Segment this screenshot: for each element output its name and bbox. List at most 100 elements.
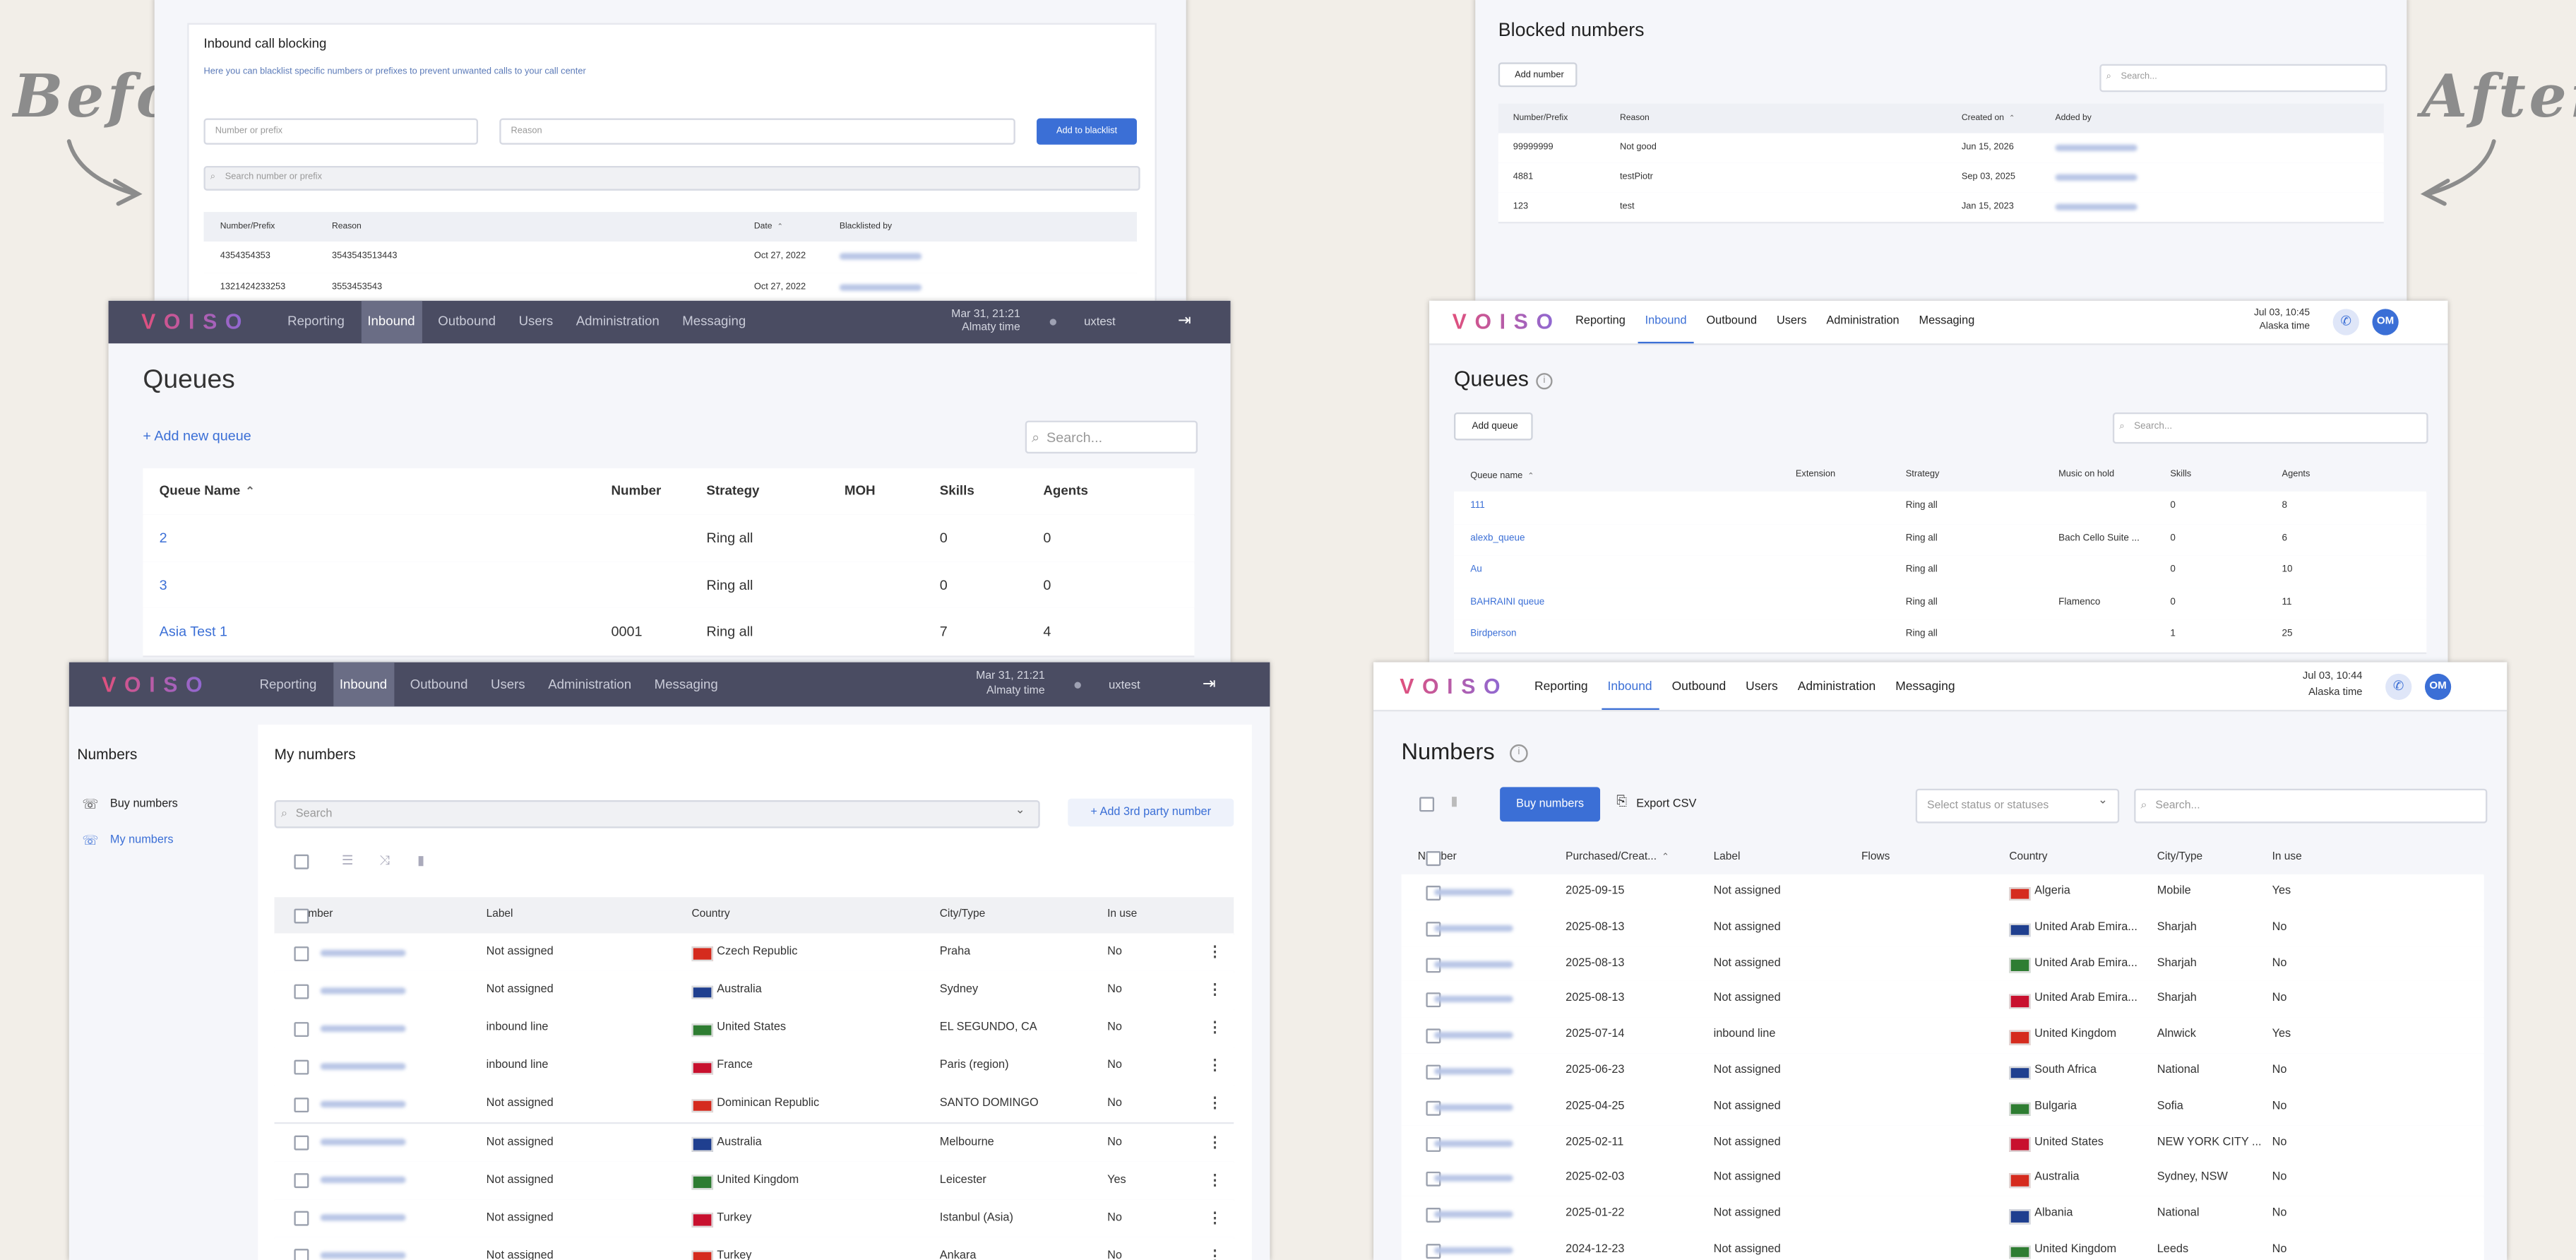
- row-link[interactable]: Birdperson: [1470, 629, 1517, 640]
- column-header[interactable]: In use: [1107, 908, 1138, 920]
- column-header[interactable]: In use: [2272, 851, 2302, 863]
- row-link[interactable]: 111: [1470, 501, 1485, 511]
- add-button-text[interactable]: Add to blacklist: [1056, 126, 1118, 137]
- row-menu[interactable]: ⋮: [1207, 1095, 1223, 1112]
- row-menu[interactable]: ⋮: [1207, 1247, 1223, 1260]
- row-menu[interactable]: ⋮: [1207, 1018, 1223, 1036]
- nav-item[interactable]: Administration: [548, 677, 632, 692]
- avatar[interactable]: OM: [2372, 309, 2399, 335]
- row-menu[interactable]: ⋮: [1207, 1208, 1223, 1225]
- nav-item[interactable]: Inbound: [361, 300, 422, 344]
- nav-item[interactable]: Users: [1746, 678, 1778, 694]
- sidebar-link[interactable]: My numbers: [109, 834, 174, 847]
- search[interactable]: Search... ⌕: [1025, 420, 1198, 454]
- checkbox[interactable]: [294, 1135, 309, 1151]
- nav-item[interactable]: Messaging: [682, 314, 746, 329]
- column-header[interactable]: Label: [486, 908, 513, 920]
- row-link[interactable]: 2: [159, 529, 167, 546]
- checkbox[interactable]: [294, 1097, 309, 1112]
- column-header[interactable]: Reason: [331, 222, 362, 232]
- column-header[interactable]: City/Type: [2157, 851, 2203, 863]
- add-third-party[interactable]: + Add 3rd party number: [1068, 798, 1234, 827]
- nav-item[interactable]: Users: [1776, 315, 1807, 327]
- column-header[interactable]: Number/Prefix: [220, 222, 275, 232]
- nav-item[interactable]: Reporting: [287, 314, 345, 329]
- row-menu[interactable]: ⋮: [1207, 1170, 1223, 1188]
- number-input[interactable]: Number or prefix: [203, 118, 479, 145]
- buy-button[interactable]: Buy numbers: [1500, 787, 1601, 822]
- export-csv[interactable]: Export CSV: [1636, 798, 1697, 810]
- checkbox[interactable]: [294, 1021, 309, 1037]
- column-header[interactable]: Skills: [939, 482, 974, 498]
- nav-item[interactable]: Inbound: [1638, 301, 1693, 344]
- column-header[interactable]: Agents: [2282, 470, 2310, 480]
- row-link[interactable]: alexb_queue: [1470, 533, 1525, 544]
- avatar[interactable]: OM: [2424, 672, 2452, 699]
- column-header[interactable]: Country: [2009, 851, 2048, 863]
- column-header[interactable]: Agents: [1043, 482, 1088, 498]
- toolbar-icon[interactable]: ▮: [417, 852, 425, 868]
- row-link[interactable]: 3: [159, 576, 167, 593]
- sidebar-link[interactable]: Buy numbers: [109, 798, 178, 810]
- column-header[interactable]: Strategy: [1905, 470, 1940, 480]
- column-header[interactable]: Blacklisted by: [839, 222, 893, 232]
- status-select[interactable]: Select status or statuses: [1915, 788, 2120, 824]
- nav-item[interactable]: Outbound: [410, 677, 468, 692]
- column-header[interactable]: Queue name ⌃: [1470, 460, 1534, 493]
- add-queue[interactable]: + Add new queue: [143, 427, 251, 444]
- search[interactable]: Search... ⌕: [2099, 64, 2387, 93]
- checkbox[interactable]: [294, 908, 309, 924]
- column-header[interactable]: Queue Name ⌃: [160, 468, 255, 516]
- nav-item[interactable]: Messaging: [1919, 315, 1975, 327]
- checkbox[interactable]: [1419, 797, 1435, 812]
- search[interactable]: Search ⌕: [274, 800, 1040, 828]
- column-header[interactable]: Strategy: [706, 482, 760, 498]
- column-header[interactable]: Skills: [2170, 470, 2192, 480]
- nav-item[interactable]: Administration: [1826, 315, 1900, 327]
- column-header[interactable]: Number/Prefix: [1513, 113, 1568, 124]
- row-link[interactable]: BAHRAINI queue: [1470, 598, 1545, 608]
- column-header[interactable]: City/Type: [939, 908, 986, 920]
- nav-item[interactable]: Reporting: [1575, 315, 1626, 327]
- column-header[interactable]: Purchased/Creat... ⌃: [1566, 840, 1669, 876]
- nav-item[interactable]: Outbound: [1671, 678, 1727, 694]
- column-header[interactable]: Country: [691, 908, 730, 920]
- nav-item[interactable]: Inbound: [1601, 662, 1659, 711]
- checkbox[interactable]: [294, 1249, 309, 1260]
- nav-item[interactable]: Administration: [1797, 678, 1876, 694]
- checkbox[interactable]: [294, 983, 309, 999]
- delete-icon[interactable]: ▮: [1450, 793, 1458, 809]
- nav-item[interactable]: Messaging: [654, 677, 718, 692]
- checkbox[interactable]: [294, 1173, 309, 1189]
- column-header[interactable]: Extension: [1795, 470, 1836, 480]
- add-button[interactable]: Add queue: [1453, 412, 1533, 441]
- column-header[interactable]: MOH: [844, 482, 876, 498]
- search[interactable]: Search... ⌕: [2134, 788, 2488, 824]
- column-header[interactable]: Created on ⌃: [1962, 104, 2015, 133]
- checkbox[interactable]: [294, 1059, 309, 1075]
- row-link[interactable]: Asia Test 1: [159, 622, 228, 640]
- add-button[interactable]: Add number: [1498, 62, 1578, 88]
- row-menu[interactable]: ⋮: [1207, 943, 1223, 960]
- nav-item[interactable]: Users: [518, 314, 554, 329]
- checkbox[interactable]: [1426, 850, 1441, 865]
- add-button-text[interactable]: Add number: [1515, 71, 1564, 81]
- column-header[interactable]: Music on hold: [2058, 470, 2115, 480]
- checkbox[interactable]: [294, 1211, 309, 1227]
- phone-button[interactable]: ✆: [2332, 309, 2359, 335]
- row-menu[interactable]: ⋮: [1207, 1133, 1223, 1150]
- nav-item[interactable]: Reporting: [1534, 678, 1588, 694]
- column-header[interactable]: Added by: [2055, 113, 2092, 124]
- nav-item[interactable]: Outbound: [1706, 315, 1758, 327]
- buy-button-text[interactable]: Buy numbers: [1516, 798, 1585, 810]
- reason-input[interactable]: Reason: [499, 118, 1015, 145]
- row-menu[interactable]: ⋮: [1207, 981, 1223, 998]
- search[interactable]: Search... ⌕: [2112, 412, 2428, 444]
- column-header[interactable]: Flows: [1861, 851, 1890, 863]
- search[interactable]: Search number or prefix ⌕: [203, 165, 1140, 191]
- checkbox[interactable]: [294, 854, 309, 869]
- column-header[interactable]: Date ⌃: [754, 212, 783, 242]
- nav-item[interactable]: Messaging: [1895, 678, 1955, 694]
- column-header[interactable]: Number: [611, 482, 662, 498]
- row-link[interactable]: Au: [1470, 565, 1482, 576]
